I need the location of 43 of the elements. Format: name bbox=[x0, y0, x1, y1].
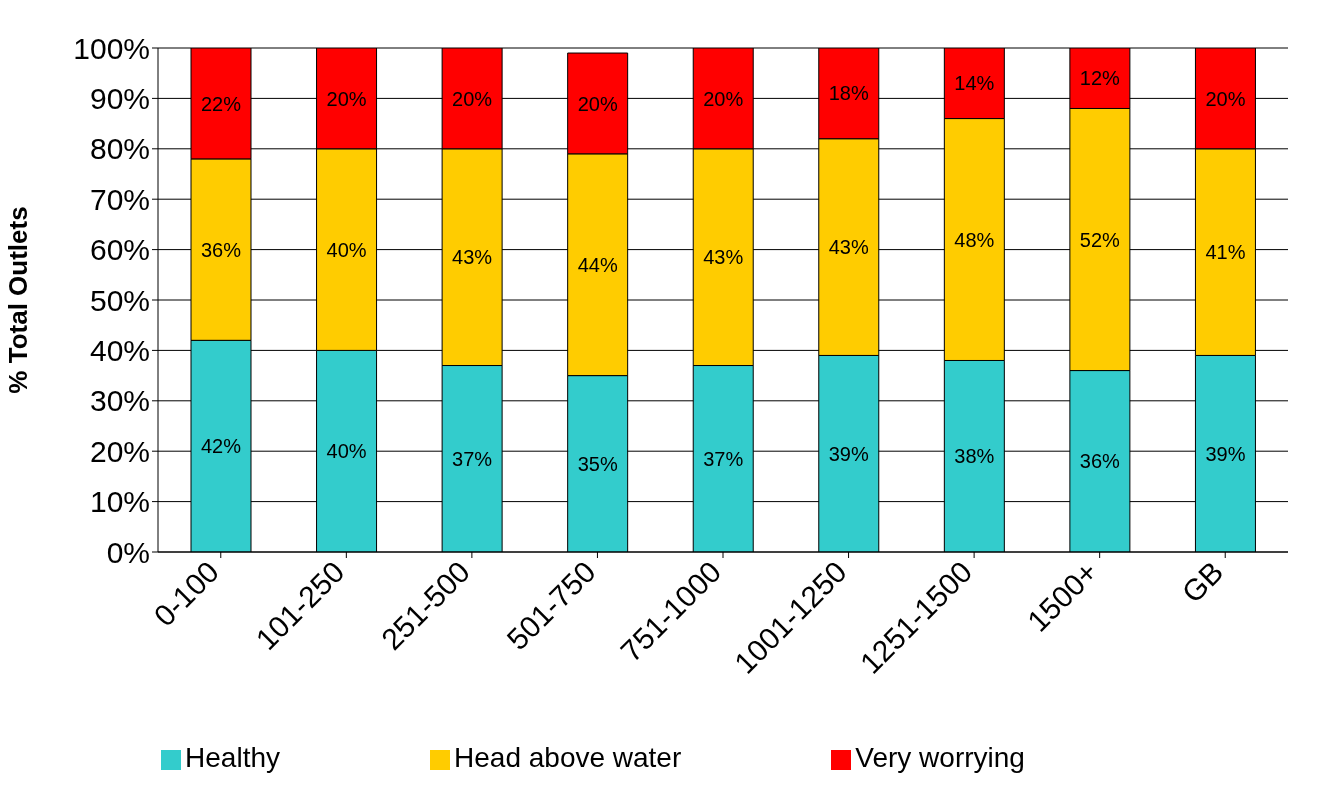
data-label: 20% bbox=[452, 87, 493, 110]
y-tick-label: 30% bbox=[89, 384, 150, 418]
data-label: 37% bbox=[703, 447, 744, 470]
data-label: 20% bbox=[703, 87, 744, 110]
legend-label: Head above water bbox=[454, 742, 682, 773]
data-label: 35% bbox=[577, 452, 618, 475]
legend-label: Very worrying bbox=[855, 742, 1025, 773]
y-tick-label: 10% bbox=[89, 485, 150, 519]
y-tick-label: 90% bbox=[89, 82, 150, 116]
data-label: 36% bbox=[1079, 450, 1121, 473]
legend-label: Healthy bbox=[185, 742, 281, 773]
y-tick-label: 70% bbox=[89, 182, 150, 216]
y-tick-label: 80% bbox=[89, 132, 150, 166]
data-label: 22% bbox=[200, 92, 242, 115]
data-label: 18% bbox=[828, 82, 870, 105]
x-tick-label: GB bbox=[1175, 554, 1230, 609]
y-tick-label: 20% bbox=[89, 434, 150, 468]
data-label: 43% bbox=[703, 246, 744, 269]
data-label: 20% bbox=[1205, 87, 1246, 110]
data-label: 41% bbox=[1205, 241, 1246, 264]
data-label: 20% bbox=[577, 92, 618, 115]
data-label: 40% bbox=[326, 238, 367, 261]
y-tick-label: 60% bbox=[89, 233, 150, 267]
data-label: 42% bbox=[200, 435, 242, 458]
y-tick-label: 0% bbox=[106, 535, 150, 569]
y-tick-label: 100% bbox=[73, 31, 150, 65]
y-axis-title: % Total Outlets bbox=[3, 206, 34, 394]
data-label: 20% bbox=[326, 87, 367, 110]
data-label: 44% bbox=[577, 253, 618, 276]
data-label: 14% bbox=[954, 72, 995, 95]
data-label: 43% bbox=[828, 236, 870, 259]
y-tick-label: 40% bbox=[89, 334, 150, 368]
data-label: 43% bbox=[452, 246, 493, 269]
data-label: 39% bbox=[1205, 442, 1246, 465]
data-label: 40% bbox=[326, 440, 367, 463]
data-label: 38% bbox=[954, 445, 995, 468]
data-label: 48% bbox=[954, 228, 995, 251]
data-label: 39% bbox=[828, 442, 870, 465]
data-label: 12% bbox=[1079, 67, 1121, 90]
data-label: 36% bbox=[200, 238, 242, 261]
data-label: 37% bbox=[452, 447, 493, 470]
y-tick-label: 50% bbox=[89, 283, 150, 317]
data-label: 52% bbox=[1079, 228, 1121, 251]
